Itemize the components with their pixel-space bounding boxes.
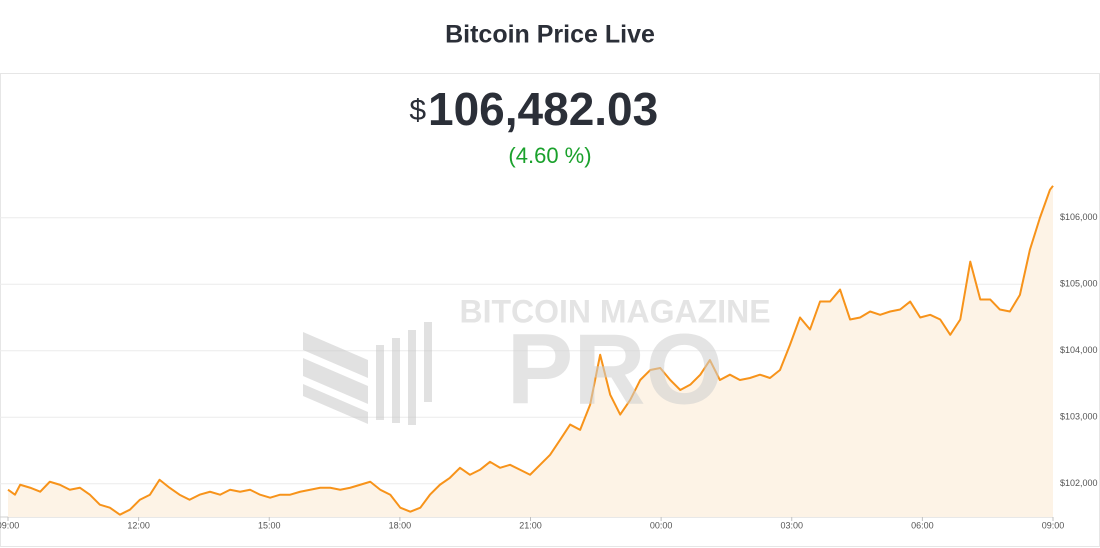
currency: $	[409, 94, 426, 127]
x-tick-label: 03:00	[780, 520, 803, 530]
x-tick-label: 09:00	[0, 520, 19, 530]
area	[8, 185, 1053, 517]
watermark-top: BITCOIN MAGAZINE	[459, 293, 770, 329]
chart-title: Bitcoin Price Live	[445, 21, 655, 49]
y-tick-label: $106,000	[1060, 212, 1098, 222]
watermark-bottom: PRO	[507, 313, 724, 425]
x-tick-label: 18:00	[389, 520, 412, 530]
price-line	[7, 185, 1054, 516]
watermark: BITCOIN MAGAZINE PRO	[303, 293, 771, 425]
x-tick-label: 09:00	[1042, 520, 1065, 530]
y-tick-label: $102,000	[1060, 478, 1098, 488]
x-tick-label: 12:00	[127, 520, 150, 530]
change: (4.60 %)	[508, 143, 591, 168]
y-tick-label: $104,000	[1060, 345, 1098, 355]
price: 106,482.03	[428, 83, 658, 135]
x-tick-label: 00:00	[650, 520, 673, 530]
x-tick-label: 15:00	[258, 520, 281, 530]
y-tick-label: $105,000	[1060, 279, 1098, 289]
x-tick-label: 06:00	[911, 520, 934, 530]
watermark-icon	[303, 322, 432, 425]
y-tick-label: $103,000	[1060, 412, 1098, 422]
plot: $102,000 $103,000 $104,000 $105,000 $106,000…	[0, 185, 1098, 530]
x-tick-label: 21:00	[519, 520, 542, 530]
